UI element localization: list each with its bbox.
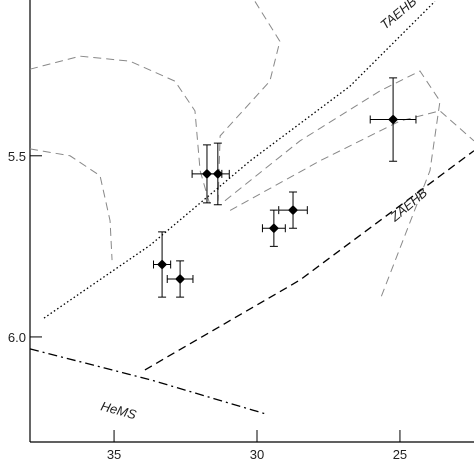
curve (229, 110, 474, 211)
point (388, 114, 399, 125)
point (212, 168, 223, 179)
x-tick-label: 35 (107, 447, 121, 462)
curve-label: TAEHB (377, 0, 419, 32)
curve (224, 70, 441, 301)
point (288, 205, 299, 216)
y-tick-label: 5.5 (8, 149, 26, 164)
curve (144, 150, 474, 371)
curve-label: ZAEHB (387, 185, 431, 225)
curve (217, 1, 281, 201)
curve (29, 55, 211, 206)
x-tick-label: 30 (250, 447, 264, 462)
point (157, 259, 168, 270)
curve-label: HeMS (99, 398, 138, 422)
curve (29, 348, 266, 415)
point (268, 223, 279, 234)
curve (43, 0, 436, 319)
curve (29, 148, 113, 261)
point (175, 273, 186, 284)
x-tick-label: 25 (393, 447, 407, 462)
y-tick-label: 6.0 (8, 330, 26, 345)
